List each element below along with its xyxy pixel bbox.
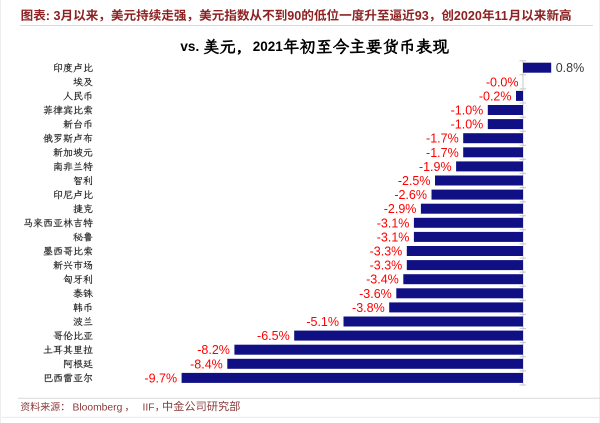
svg-text:-1.7%: -1.7% — [426, 132, 459, 146]
svg-text:-9.7%: -9.7% — [144, 371, 177, 385]
svg-text:-3.1%: -3.1% — [377, 230, 410, 244]
svg-text:-3.8%: -3.8% — [352, 301, 385, 315]
svg-text:-1.0%: -1.0% — [451, 118, 484, 132]
svg-text:IIF: IIF — [143, 402, 155, 413]
svg-text:-1.9%: -1.9% — [419, 160, 452, 174]
svg-text:-1.0%: -1.0% — [451, 103, 484, 117]
svg-text:-3.3%: -3.3% — [370, 244, 403, 258]
svg-text:vs.: vs. — [180, 39, 199, 54]
svg-text:0.8%: 0.8% — [556, 61, 585, 75]
svg-text:-3.3%: -3.3% — [370, 259, 403, 273]
svg-text:-2.6%: -2.6% — [394, 188, 427, 202]
svg-text:-8.2%: -8.2% — [197, 343, 230, 357]
svg-text:2020: 2020 — [454, 9, 482, 23]
svg-text:93: 93 — [415, 9, 429, 23]
svg-text:11: 11 — [495, 9, 508, 23]
svg-text:-2.9%: -2.9% — [384, 202, 417, 216]
svg-text:2021: 2021 — [253, 39, 284, 54]
svg-text:-5.1%: -5.1% — [306, 315, 339, 329]
svg-text:-6.5%: -6.5% — [257, 329, 290, 343]
svg-text:-2.5%: -2.5% — [398, 174, 431, 188]
svg-text:-1.7%: -1.7% — [426, 146, 459, 160]
svg-text:-3.4%: -3.4% — [366, 273, 399, 287]
svg-text:-8.4%: -8.4% — [190, 357, 223, 371]
svg-text:Bloomberg: Bloomberg — [73, 402, 123, 413]
svg-text:: 3: : 3 — [46, 9, 61, 23]
svg-text:90: 90 — [287, 9, 301, 23]
svg-text:-3.6%: -3.6% — [359, 287, 392, 301]
svg-text:-0.2%: -0.2% — [479, 89, 512, 103]
svg-text:-3.1%: -3.1% — [377, 216, 410, 230]
svg-text:-0.0%: -0.0% — [486, 75, 519, 89]
